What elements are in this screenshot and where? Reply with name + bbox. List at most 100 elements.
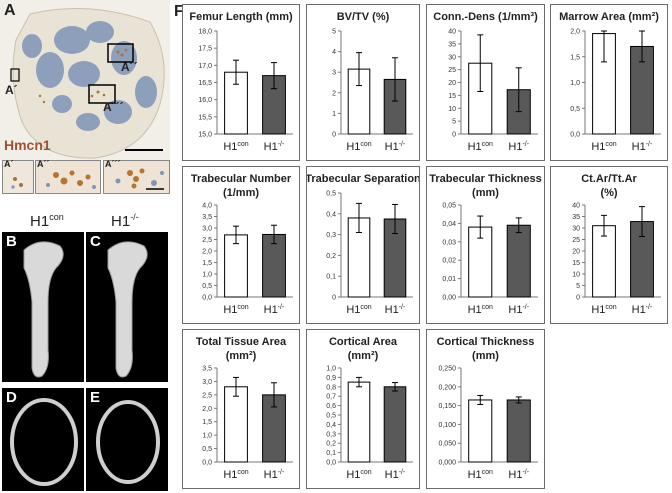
microct-femur-ko: [86, 232, 168, 382]
y-tick-label: 0,5: [570, 106, 580, 113]
y-tick-label: 0,5: [326, 191, 336, 198]
y-tick-label: 0,250: [438, 366, 456, 373]
inset-callout-2: A´´: [121, 60, 138, 74]
y-tick-label: 40: [572, 203, 580, 210]
bar-h1-con: [224, 386, 248, 463]
bar-h1-ko: [506, 399, 531, 463]
y-tick-label: 3,5: [202, 214, 212, 221]
y-tick-label: 5: [332, 29, 336, 36]
chart-title-line-2: (%): [600, 187, 617, 199]
chart-trabecular-separation: Trabecular Separation 0 0,1 0,2 0,3 0,4 0,5 H1c…: [305, 166, 421, 324]
y-tick-label: 15,5: [198, 114, 212, 121]
y-tick-label: 0,200: [438, 384, 456, 391]
x-category-label: H1con: [591, 141, 616, 153]
x-category-label: H1con: [468, 304, 493, 316]
chart-title: Cortical Thickness: [437, 336, 535, 348]
y-tick-label: 15: [572, 260, 580, 267]
x-category-label: H1con: [346, 469, 371, 481]
chart-title: Trabecular Thickness: [429, 173, 542, 185]
y-tick-label: 0,5: [202, 283, 212, 290]
chart-trabecular-number: Trabecular Number (1/mm) 0,0 0,5 1,0 1,5 2,0 2,…: [182, 166, 300, 324]
y-tick-label: 0,7: [326, 394, 336, 401]
x-category-label: H1-/-: [264, 469, 285, 481]
y-tick-label: 10: [572, 272, 580, 279]
chart-title-line-2: (mm): [472, 350, 499, 362]
stain-label: Hmcn1: [4, 137, 51, 153]
panel-label-a: A: [4, 2, 16, 19]
y-tick-label: 4: [332, 49, 336, 56]
y-tick-label: 0,100: [438, 422, 456, 429]
chart-title: Trabecular Number: [191, 173, 292, 185]
chart-cortical-area: Cortical Area (mm²) 0,0 0,1 0,2 0,3 0,4 0,5 0,6 0…: [306, 329, 420, 489]
panel-label-c: C: [90, 233, 101, 250]
y-tick-label: 0,0: [202, 460, 212, 467]
chart-title: Trabecular Separation: [307, 173, 419, 185]
x-category-label: H1con: [468, 469, 493, 481]
y-tick-label: 3,5: [202, 366, 212, 373]
column-header-ko: H1-/-: [111, 212, 139, 230]
y-tick-label: 0,4: [326, 211, 336, 218]
y-tick-label: 0,0: [570, 132, 580, 139]
bar-h1-ko: [383, 386, 407, 463]
y-tick-label: 1,0: [202, 433, 212, 440]
chart-femur-length: Femur Length (mm) 15,0 15,5 16,0 16,5 17,0 17,…: [182, 4, 300, 161]
y-tick-label: 0,3: [326, 232, 336, 239]
inset-callout-1: A´: [5, 83, 18, 97]
microct-femur-con: [2, 232, 84, 382]
bar-h1-con: [224, 234, 248, 298]
chart-title: Ct.Ar/Tt.Ar: [581, 173, 637, 185]
microct-cross-section-ko: [86, 388, 168, 491]
panel-label-b: B: [6, 233, 17, 250]
y-tick-label: 0: [576, 295, 580, 302]
y-tick-label: 0,000: [438, 460, 456, 467]
x-category-label: H1-/-: [264, 304, 285, 316]
chart-title: BV/TV (%): [337, 11, 390, 23]
bar-h1-ko: [506, 224, 531, 298]
x-category-label: H1-/-: [508, 141, 529, 153]
x-category-label: H1-/-: [508, 304, 529, 316]
y-tick-label: 17,5: [198, 46, 212, 53]
x-category-label: H1con: [468, 141, 493, 153]
y-tick-label: 5: [452, 119, 456, 126]
panel-label-f: F: [174, 3, 184, 20]
y-tick-label: 0,0: [202, 295, 212, 302]
y-tick-label: 17,0: [198, 63, 212, 70]
y-tick-label: 20: [572, 249, 580, 256]
inset-label-a3: A´´´: [105, 159, 121, 169]
x-category-label: H1con: [223, 141, 248, 153]
column-header-con: H1con: [30, 212, 64, 230]
panel-label-d: D: [6, 389, 17, 406]
y-tick-label: 0: [332, 132, 336, 139]
y-tick-label: 0,02: [442, 258, 456, 265]
y-tick-label: 1,0: [570, 80, 580, 87]
y-tick-label: 1: [332, 111, 336, 118]
y-tick-label: 25: [448, 67, 456, 74]
y-tick-label: 0,1: [326, 450, 336, 457]
chart-total-tissue-area: Total Tissue Area (mm²) 0,0 0,5 1,0 1,5 2,0 2,5…: [182, 329, 300, 489]
y-tick-label: 4,0: [202, 203, 212, 210]
y-tick-label: 35: [572, 214, 580, 221]
x-category-label: H1-/-: [632, 141, 653, 153]
x-category-label: H1con: [591, 304, 616, 316]
y-tick-label: 30: [572, 226, 580, 233]
y-tick-label: 16,0: [198, 97, 212, 104]
histology-main-image: [0, 0, 170, 160]
x-category-label: H1con: [223, 469, 248, 481]
y-tick-label: 0,050: [438, 441, 456, 448]
x-category-label: H1-/-: [508, 469, 529, 481]
femur-section-drawing: [10, 8, 165, 159]
y-tick-label: 0,6: [326, 403, 336, 410]
y-tick-label: 3,0: [202, 379, 212, 386]
y-tick-label: 0,00: [442, 295, 456, 302]
y-tick-label: 2: [332, 90, 336, 97]
x-category-label: H1con: [346, 141, 371, 153]
chart-ct-ar-tt-ar: Ct.Ar/Tt.Ar (%) 0 5 10 15 20 25 30 35 40 H1con H1-/-: [550, 166, 668, 324]
inset-callout-3: A´´´: [103, 100, 124, 114]
y-tick-label: 2,0: [570, 29, 580, 36]
chart-trabecular-thickness: Trabecular Thickness (mm) 0,00 0,01 0,02 0,03…: [426, 166, 545, 324]
inset-image-a3: [103, 160, 170, 194]
chart-title: Marrow Area (mm²): [559, 11, 659, 23]
inset-image-a1: [2, 160, 34, 194]
y-tick-label: 0,1: [326, 274, 336, 281]
